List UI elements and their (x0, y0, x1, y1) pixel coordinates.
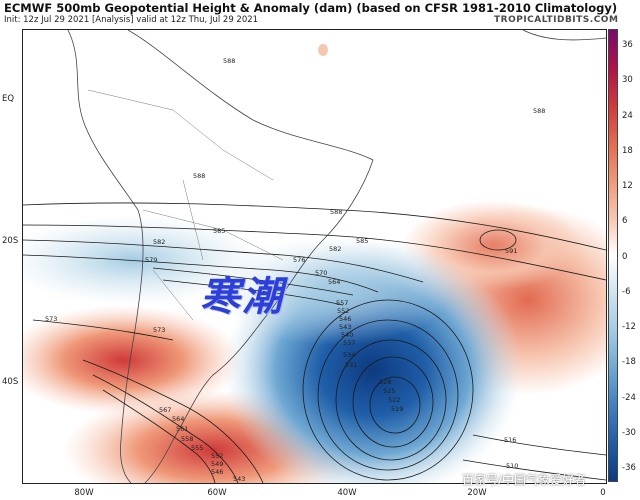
colorbar-tick-label: 6 (622, 216, 628, 227)
colorbar-tick-label: -6 (622, 286, 631, 297)
colorbar-tick-label: -18 (622, 357, 636, 368)
colorbar-tick-label: 18 (622, 145, 633, 156)
cold-wave-overlay-text: 寒潮 (200, 273, 284, 320)
contour-label: 585 (213, 227, 225, 235)
contour-label: 531 (345, 361, 357, 369)
colorbar-tick-label: 0 (622, 251, 628, 262)
lon-label-20w: 20W (467, 488, 487, 498)
contour-label: 516 (504, 436, 516, 444)
south-america-west-coast (67, 30, 144, 483)
contour-588 (23, 202, 606, 251)
colorbar-tick-label: -24 (622, 392, 636, 403)
contour-579 (23, 254, 379, 293)
coastlines (67, 30, 606, 483)
anomaly-colorbar (608, 29, 618, 482)
contour-label: 546 (211, 468, 223, 476)
contour-582 (23, 239, 424, 283)
contour-label: 561 (176, 425, 188, 433)
contour-531 (335, 339, 447, 461)
contour-label: 510 (506, 462, 518, 470)
map-subtitle: Init: 12z Jul 29 2021 [Analysis] valid a… (4, 15, 259, 25)
contour-525 (352, 356, 434, 448)
contour-label: 588 (223, 57, 235, 65)
contour-label: 585 (356, 237, 368, 245)
lon-label-80w: 80W (74, 488, 94, 498)
colorbar-tick-label: 24 (622, 110, 633, 121)
positive-anomaly-pacific (23, 305, 243, 415)
contour-labels: 588 588 588 588 585 582 579 576 570 564 … (45, 57, 545, 483)
contour-label: 528 (379, 378, 391, 386)
lon-label-40w: 40W (337, 488, 357, 498)
contour-label: 525 (383, 387, 395, 395)
contour-label: 519 (391, 405, 403, 413)
height-contours (23, 202, 606, 483)
contour-516 (472, 434, 606, 456)
contour-label: 567 (159, 406, 171, 414)
contour-561 (92, 374, 239, 483)
africa-coast (522, 30, 606, 41)
contour-label: 573 (45, 315, 57, 323)
lon-label-60w: 60W (207, 488, 227, 498)
contour-570 (162, 279, 344, 306)
colorbar-tick-label: 36 (622, 40, 633, 50)
contour-label: 522 (388, 396, 400, 404)
contour-label: 537 (343, 339, 355, 347)
colorbar-tick-label: 12 (622, 181, 633, 191)
map-plot: 588 588 588 588 585 582 579 576 570 564 … (22, 29, 607, 484)
contour-573 (32, 319, 174, 341)
contour-label: 557 (336, 299, 348, 307)
colorbar-tick-label: 30 (622, 75, 633, 86)
south-america-east-coast (127, 30, 374, 483)
contour-543 (302, 299, 474, 481)
contour-label: 543 (339, 323, 351, 331)
contour-label: 573 (153, 326, 165, 334)
contour-label: 534 (343, 351, 355, 359)
contour-label: 570 (315, 269, 327, 277)
contour-label: 549 (211, 460, 223, 468)
contour-label: 552 (337, 307, 349, 315)
contour-label: 543 (233, 475, 245, 483)
contour-label: 552 (211, 452, 223, 460)
lat-label-20s: 20S (2, 236, 19, 246)
lat-label-40s: 40S (2, 377, 19, 387)
lat-label-eq: EQ (2, 94, 15, 104)
negative-anomaly-north (213, 235, 453, 345)
contour-label: 564 (172, 415, 184, 423)
anomaly-shading (23, 44, 606, 483)
contour-label: 564 (328, 278, 340, 286)
contour-label: 591 (505, 247, 517, 255)
contour-555 (102, 389, 216, 483)
contour-label: 576 (293, 256, 305, 264)
source-credit: TROPICALTIDBITS.COM (494, 15, 619, 25)
contour-label: 555 (191, 444, 203, 452)
contour-label: 588 (193, 172, 205, 180)
contour-label: 540 (341, 331, 353, 339)
contour-label: 579 (145, 256, 157, 264)
colorbar-tick-label: -12 (622, 322, 636, 332)
contour-567 (82, 359, 264, 483)
colorbar-tick-label: -36 (622, 463, 636, 473)
contour-label: 582 (153, 238, 165, 246)
colorbar-tick-label: -30 (622, 427, 636, 438)
contour-label: 582 (329, 245, 341, 253)
contour-label: 546 (339, 315, 351, 323)
contour-519 (369, 376, 421, 434)
small-positive-anomaly (318, 44, 328, 56)
watermark: 百家号/中国气象爱好者 (462, 473, 587, 487)
contour-label: 558 (181, 435, 193, 443)
contour-576 (152, 267, 354, 296)
lon-label-0: 0 (600, 488, 606, 498)
contour-591 (479, 229, 517, 251)
contour-537 (317, 319, 459, 471)
contour-label: 588 (533, 107, 545, 115)
contour-585 (23, 224, 606, 281)
map-canvas: 588 588 588 588 585 582 579 576 570 564 … (23, 30, 606, 483)
contour-label: 588 (330, 208, 342, 216)
map-title: ECMWF 500mb Geopotential Height & Anomal… (4, 1, 618, 15)
contour-510 (462, 459, 606, 481)
